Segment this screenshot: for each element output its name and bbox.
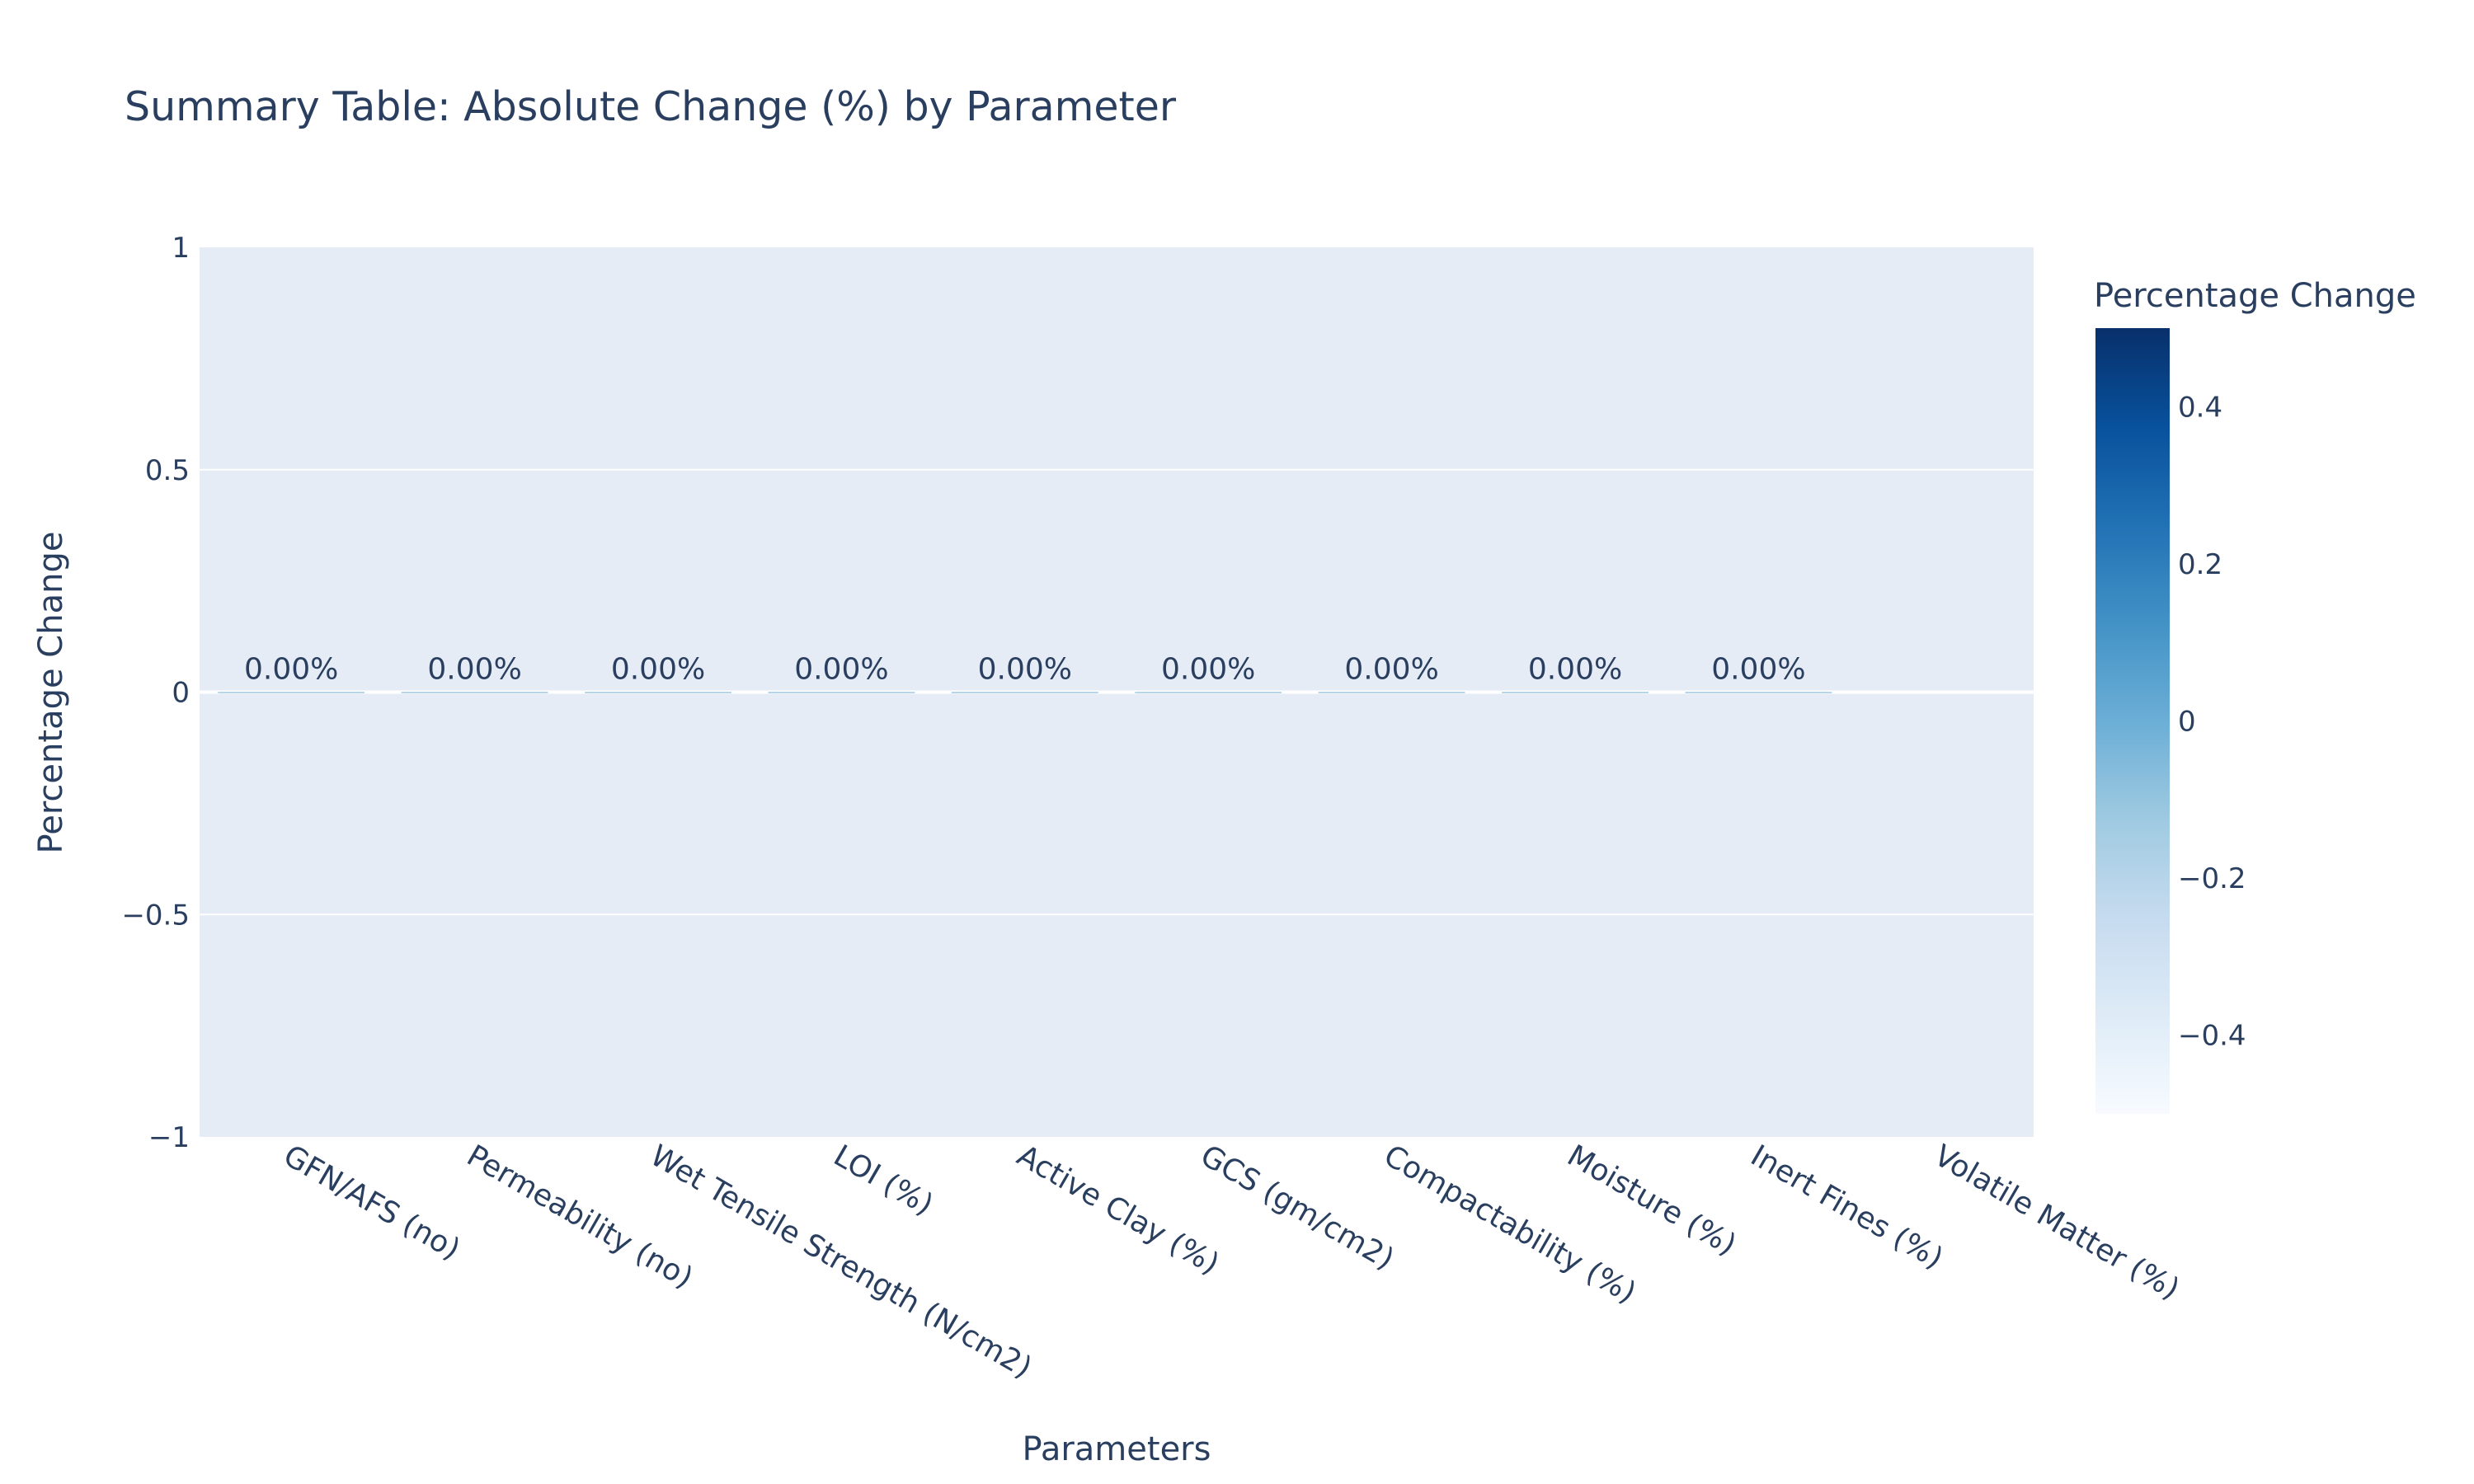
bar-data-label: 0.00% [1344, 653, 1438, 687]
x-tick-label: Inert Fines (%) [1745, 1139, 1949, 1275]
x-tick-label: GFN/AFS (no) [278, 1139, 466, 1266]
y-tick-label: −0.5 [121, 899, 190, 932]
colorbar-title: Percentage Change [2094, 277, 2416, 315]
bar-data-label: 0.00% [611, 653, 705, 687]
colorbar-tick-label: 0.2 [2178, 548, 2222, 581]
y-tick-label: 0.5 [145, 454, 190, 487]
x-tick-label: Moisture (%) [1562, 1139, 1743, 1262]
y-tick-label: −1 [148, 1121, 190, 1154]
bar-data-label: 0.00% [244, 653, 338, 687]
bar-data-label: 0.00% [978, 653, 1072, 687]
bar-data-label: 0.00% [1528, 653, 1622, 687]
colorbar-gradient [2095, 328, 2170, 1114]
y-tick-label: 1 [172, 232, 190, 265]
y-axis-title: Percentage Change [32, 532, 70, 854]
bar-data-labels: 0.00% 0.00% 0.00% 0.00% 0.00% 0.00% 0.00% 0.00%… [244, 653, 1806, 687]
colorbar-tick-label: −0.4 [2178, 1020, 2246, 1053]
chart-title: Summary Table: Absolute Change (%) by Pa… [125, 83, 1177, 130]
x-axis-ticks: GFN/AFS (no)Permeability (no)Wet Tensile… [278, 1139, 2185, 1385]
bar-data-label: 0.00% [794, 653, 888, 687]
colorbar-ticks: 0.4 0.2 0 −0.2 −0.4 [2178, 391, 2246, 1052]
bar-data-label: 0.00% [1711, 653, 1805, 687]
colorbar-tick-label: 0.4 [2178, 391, 2222, 424]
x-tick-label: Volatile Matter (%) [1928, 1139, 2185, 1306]
x-tick-label: LOI (%) [828, 1139, 938, 1222]
y-axis-ticks: 1 0.5 0 −0.5 −1 [121, 232, 190, 1154]
colorbar-tick-label: 0 [2178, 706, 2196, 739]
x-tick-label: Wet Tensile Strength (N/cm2) [645, 1139, 1037, 1385]
bar-data-label: 0.00% [427, 653, 521, 687]
colorbar: Percentage Change 0.4 0.2 0 −0.2 −0.4 [2094, 277, 2416, 1114]
x-tick-label: Active Clay (%) [1011, 1139, 1225, 1281]
y-tick-label: 0 [172, 677, 190, 710]
bar-data-label: 0.00% [1161, 653, 1255, 687]
x-tick-label: GCS (gm/cm2) [1195, 1139, 1399, 1276]
x-axis-title: Parameters [1023, 1430, 1211, 1468]
colorbar-tick-label: −0.2 [2178, 862, 2246, 895]
